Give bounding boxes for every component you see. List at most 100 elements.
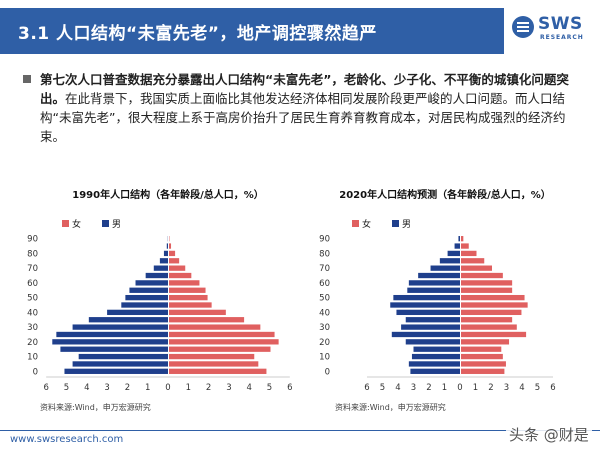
chart1-bar-male-70 xyxy=(153,265,168,271)
chart2-bar-male-60 xyxy=(408,280,460,286)
header-background xyxy=(0,8,504,54)
chart2-bar-female-90 xyxy=(461,236,464,242)
chart1-bar-female-30 xyxy=(169,324,261,330)
chart1-legend-female-swatch xyxy=(62,220,69,227)
chart2-xtick-1: 5 xyxy=(380,383,385,393)
chart1-bar-male-10 xyxy=(78,353,168,360)
footer-divider xyxy=(0,430,600,431)
chart2-ytick-90: 90 xyxy=(319,235,330,245)
chart1-bar-female-80 xyxy=(169,250,176,257)
chart1-bar-male-15 xyxy=(60,346,168,352)
chart2-xtick-7: 1 xyxy=(473,383,478,393)
chart2-legend-male-label: 男 xyxy=(402,219,411,230)
chart1-bar-male-45 xyxy=(121,302,168,308)
chart1-ytick-40: 40 xyxy=(27,308,38,318)
chart2-bar-female-10 xyxy=(461,353,503,360)
chart2-bar-female-55 xyxy=(461,287,513,293)
chart1-legend-male-label: 男 xyxy=(112,219,121,230)
bullet-body-text: 在此背景下，我国实质上面临比其他发达经济体相同发展阶段更严峻的人口问题。而人口结… xyxy=(40,91,566,144)
chart2-bar-male-90 xyxy=(458,236,460,242)
chart2-bar-female-5 xyxy=(461,361,506,367)
chart2-ytick-80: 80 xyxy=(319,249,330,259)
chart1-bar-female-70 xyxy=(169,265,186,271)
chart2-xtick-3: 3 xyxy=(411,383,416,393)
header-bar: 3.1 人口结构“未富先老”，地产调控骤然趋严 SWS RESEARCH xyxy=(0,0,600,58)
chart1-xtick-7: 1 xyxy=(186,383,191,393)
chart1-bar-female-0 xyxy=(169,368,267,374)
chart2-xtick-4: 2 xyxy=(426,383,431,393)
chart2-xtick-6: 0 xyxy=(457,383,462,393)
chart1-legend-male-swatch xyxy=(102,220,109,227)
chart2-ytick-20: 20 xyxy=(319,338,330,348)
chart2-bar-female-70 xyxy=(461,265,492,271)
chart2-xtick-11: 5 xyxy=(535,383,540,393)
chart2-bar-male-10 xyxy=(411,353,460,360)
chart2-bar-male-30 xyxy=(401,324,460,330)
square-bullet-icon xyxy=(23,75,31,83)
chart2-ytick-0: 0 xyxy=(325,367,330,377)
chart2-bar-female-45 xyxy=(461,302,528,308)
chart1-ytick-60: 60 xyxy=(27,279,38,289)
chart2-bar-female-15 xyxy=(461,346,502,352)
bullet-bold-text: 第七次人口普查数据充分暴露出人口结构“未富先老”，老龄化、少子化、不平衡的城镇化… xyxy=(40,72,569,106)
chart2-bar-female-75 xyxy=(461,258,485,264)
chart2-bar-male-15 xyxy=(413,346,460,352)
chart2-bar-female-20 xyxy=(461,339,510,345)
watermark: 头条 @财是 xyxy=(506,424,592,445)
chart2-bar-female-60 xyxy=(461,280,513,286)
chart2-bar-male-5 xyxy=(408,361,460,367)
chart2-xtick-5: 1 xyxy=(442,383,447,393)
chart2-bar-male-45 xyxy=(390,302,460,308)
chart1-xtick-3: 3 xyxy=(104,383,109,393)
chart2-bar-female-25 xyxy=(461,331,527,338)
chart1-bar-female-40 xyxy=(169,309,226,316)
chart1-xtick-1: 5 xyxy=(64,383,69,393)
chart2-bar-female-40 xyxy=(461,309,522,316)
chart1-xtick-8: 2 xyxy=(206,383,211,393)
chart1-bar-male-25 xyxy=(56,331,168,338)
chart2-ytick-60: 60 xyxy=(319,279,330,289)
sws-logo-icon xyxy=(512,16,534,38)
chart2-bar-male-0 xyxy=(410,368,460,374)
page-title: 3.1 人口结构“未富先老”，地产调控骤然趋严 xyxy=(18,24,377,44)
chart1-legend-female-label: 女 xyxy=(72,218,81,230)
chart1-bar-female-20 xyxy=(169,339,279,345)
chart2-bar-male-75 xyxy=(439,258,460,264)
chart1-source: 资料来源:Wind，申万宏源研究 xyxy=(40,402,151,412)
chart1-ytick-80: 80 xyxy=(27,249,38,259)
chart1-ytick-50: 50 xyxy=(27,294,38,304)
chart1-bar-female-50 xyxy=(169,294,208,301)
chart1-bar-male-35 xyxy=(88,317,168,323)
chart1-xtick-4: 2 xyxy=(125,383,130,393)
chart1-ytick-30: 30 xyxy=(27,323,38,333)
chart2-source: 资料来源:Wind，申万宏源研究 xyxy=(335,402,446,412)
chart2-ytick-50: 50 xyxy=(319,294,330,304)
chart2-xtick-8: 2 xyxy=(488,383,493,393)
chart2-ytick-10: 10 xyxy=(319,353,330,363)
chart2-xtick-0: 6 xyxy=(364,383,369,393)
chart2-legend-male-swatch xyxy=(392,220,399,227)
chart2-bar-female-50 xyxy=(461,294,525,301)
chart1-bar-female-55 xyxy=(169,287,206,293)
chart2-bar-female-30 xyxy=(461,324,517,330)
chart1-bar-male-30 xyxy=(72,324,168,330)
chart1-ytick-90: 90 xyxy=(27,235,38,245)
chart2-bar-female-35 xyxy=(461,317,513,323)
chart1-bar-female-35 xyxy=(169,317,245,323)
bullet-paragraph: 第七次人口普查数据充分暴露出人口结构“未富先老”，老龄化、少子化、不平衡的城镇化… xyxy=(23,70,580,146)
chart1-bar-female-85 xyxy=(169,243,172,249)
chart2-xtick-12: 6 xyxy=(550,383,555,393)
chart2-bar-male-40 xyxy=(396,309,460,316)
chart2-ytick-70: 70 xyxy=(319,264,330,274)
chart2-bar-male-20 xyxy=(405,339,460,345)
chart2-bar-male-65 xyxy=(418,272,460,279)
chart1-bar-female-10 xyxy=(169,353,255,360)
chart1-bar-female-45 xyxy=(169,302,212,308)
chart1-bar-male-50 xyxy=(125,294,168,301)
footer-url: www.swsresearch.com xyxy=(10,434,124,445)
chart1-title: 1990年人口结构（各年龄段/总人口，%） xyxy=(72,188,264,201)
chart2-bar-female-0 xyxy=(461,368,505,374)
chart1-xtick-10: 4 xyxy=(246,383,251,393)
chart1-bar-male-75 xyxy=(159,258,168,264)
chart2-bar-male-80 xyxy=(447,250,460,257)
